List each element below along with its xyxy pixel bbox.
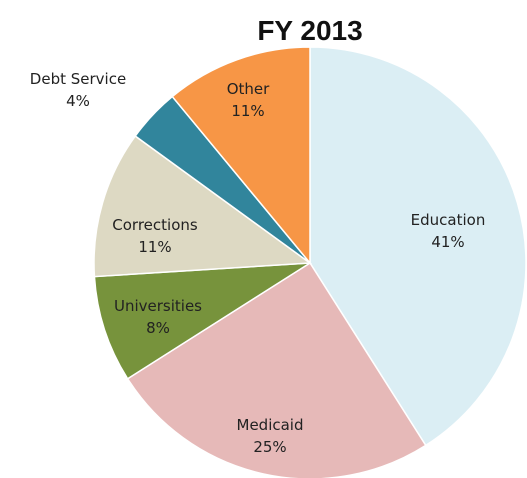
slice-value-corrections: 11% (138, 238, 171, 256)
slice-label-education: Education (411, 211, 486, 229)
slice-label-corrections: Corrections (112, 216, 198, 234)
pie-labels: Education 41% Medicaid 25% Universities 8% Cor… (30, 70, 486, 456)
slice-label-medicaid: Medicaid (237, 416, 304, 434)
slice-value-medicaid: 25% (253, 438, 286, 456)
slice-value-debt-service: 4% (66, 92, 90, 110)
pie-slice-medicaid (126, 261, 427, 478)
slice-label-debt-service: Debt Service (30, 70, 126, 88)
slice-value-education: 41% (431, 233, 464, 251)
pie-slices (93, 46, 527, 478)
pie-slice-other (171, 46, 311, 266)
slice-label-universities: Universities (114, 297, 202, 315)
pie-slice-education (309, 46, 527, 447)
slice-value-other: 11% (231, 102, 264, 120)
chart-title: FY 2013 (257, 15, 362, 46)
pie-slice-universities (93, 262, 311, 380)
slice-label-other: Other (227, 80, 270, 98)
pie-slice-corrections (93, 134, 313, 278)
slice-value-universities: 8% (146, 319, 170, 337)
